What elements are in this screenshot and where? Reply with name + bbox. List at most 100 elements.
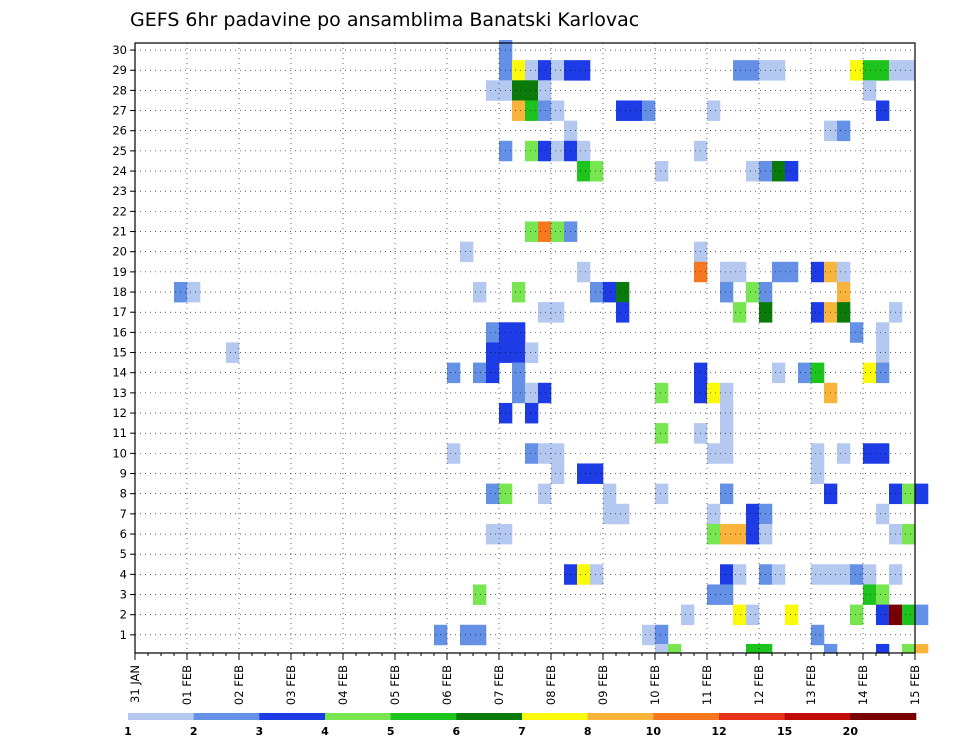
heatmap-cell: [603, 483, 617, 505]
heatmap-cell: [720, 483, 734, 505]
heatmap-cell: [538, 140, 552, 162]
heatmap-cell: [772, 362, 786, 384]
y-tick-label: 3: [120, 588, 127, 602]
heatmap-cell: [733, 60, 747, 81]
heatmap-cell: [668, 643, 682, 654]
heatmap-cell: [772, 160, 786, 182]
heatmap-cell: [603, 281, 617, 303]
heatmap-cell: [538, 382, 552, 404]
heatmap-cell: [538, 80, 552, 101]
heatmap-cell: [863, 80, 877, 101]
heatmap-cell: [746, 503, 760, 525]
heatmap-cell: [811, 362, 825, 384]
heatmap-cell: [733, 604, 747, 626]
heatmap-cell: [655, 160, 669, 182]
legend-label: 4: [321, 725, 329, 738]
heatmap-cell: [850, 564, 864, 585]
legend-swatch: [522, 713, 588, 720]
x-tick-label: 08 FEB: [544, 665, 558, 705]
heatmap-cell: [863, 584, 877, 605]
y-axis-ticks: 1234567891011121314151617181920212223242…: [112, 43, 135, 642]
legend-label: 5: [387, 725, 395, 738]
heatmap-cell: [837, 564, 851, 585]
heatmap-cell: [590, 463, 604, 484]
heatmap-cell: [720, 423, 734, 444]
heatmap-cell: [720, 523, 734, 545]
heatmap-cell: [720, 261, 734, 283]
heatmap-cell: [525, 342, 539, 363]
heatmap-cell: [915, 604, 929, 626]
grid-lines: [135, 43, 915, 653]
heatmap-cell: [902, 643, 916, 654]
heatmap-cell: [655, 643, 669, 654]
heatmap-cell: [811, 463, 825, 484]
heatmap-cell: [876, 342, 890, 363]
heatmap-cell: [577, 463, 591, 484]
chart-title: GEFS 6hr padavine po ansamblima Banatski…: [130, 9, 639, 31]
heatmap-cell: [577, 160, 591, 182]
heatmap-cell: [187, 281, 201, 303]
heatmap-cell: [551, 302, 565, 323]
legend-swatch: [719, 713, 785, 720]
y-tick-label: 17: [112, 305, 127, 319]
y-tick-label: 4: [120, 567, 127, 581]
heatmap-cell: [642, 624, 656, 646]
x-tick-label: 09 FEB: [596, 665, 610, 705]
heatmap-cell: [655, 382, 669, 404]
heatmap-cell: [707, 100, 721, 121]
legend-swatch: [587, 713, 654, 720]
heatmap-cell: [746, 160, 760, 182]
heatmap-cell: [746, 604, 760, 626]
heatmap-cell: [538, 60, 552, 81]
heatmap-cell: [551, 443, 565, 464]
heatmap-cell: [772, 60, 786, 81]
heatmap-cell: [616, 302, 630, 323]
heatmap-cell: [876, 443, 890, 464]
legend-label: 3: [256, 725, 264, 738]
heatmap-cell: [577, 140, 591, 162]
heatmap-cell: [525, 80, 539, 101]
x-tick-label: 01 FEB: [180, 665, 194, 705]
heatmap-cell: [512, 342, 526, 363]
heatmap-cell: [655, 483, 669, 505]
y-tick-label: 28: [112, 83, 127, 97]
heatmap-cell: [473, 362, 487, 384]
heatmap-cell: [551, 463, 565, 484]
legend-swatch: [653, 713, 720, 720]
heatmap-cell: [837, 261, 851, 283]
y-tick-label: 19: [112, 265, 127, 279]
y-tick-label: 5: [120, 547, 127, 561]
heatmap-cell: [785, 160, 799, 182]
heatmap-cell: [915, 483, 929, 505]
heatmap-cell: [226, 342, 240, 363]
y-tick-label: 27: [112, 104, 127, 118]
heatmap-cell: [720, 584, 734, 605]
heatmap-cell: [655, 624, 669, 646]
heatmap-cell: [486, 523, 500, 545]
y-tick-label: 6: [120, 527, 127, 541]
heatmap-cell: [798, 362, 812, 384]
heatmap-cell: [616, 503, 630, 525]
y-tick-label: 13: [112, 386, 127, 400]
heatmap-cell: [486, 322, 500, 343]
y-tick-label: 29: [112, 63, 127, 77]
heatmap-cell: [525, 60, 539, 81]
heatmap-cell: [837, 443, 851, 464]
x-tick-label: 13 FEB: [804, 665, 818, 705]
legend-label: 7: [518, 725, 526, 738]
heatmap-cell: [811, 624, 825, 646]
legend-swatch: [784, 713, 851, 720]
heatmap-cell: [551, 221, 565, 242]
heatmap-cell: [863, 443, 877, 464]
heatmap-cell: [525, 140, 539, 162]
color-legend: 1 2 3 4 5 6 7 8 10 12 15 20: [124, 713, 917, 738]
legend-label: 2: [190, 725, 198, 738]
heatmap-cell: [746, 523, 760, 545]
heatmap-cell: [486, 80, 500, 101]
y-tick-label: 12: [112, 406, 127, 420]
heatmap-cell: [577, 261, 591, 283]
heatmap-cell: [512, 382, 526, 404]
heatmap-cell: [876, 322, 890, 343]
heatmap-cell: [538, 483, 552, 505]
heatmap-cell: [759, 643, 773, 654]
